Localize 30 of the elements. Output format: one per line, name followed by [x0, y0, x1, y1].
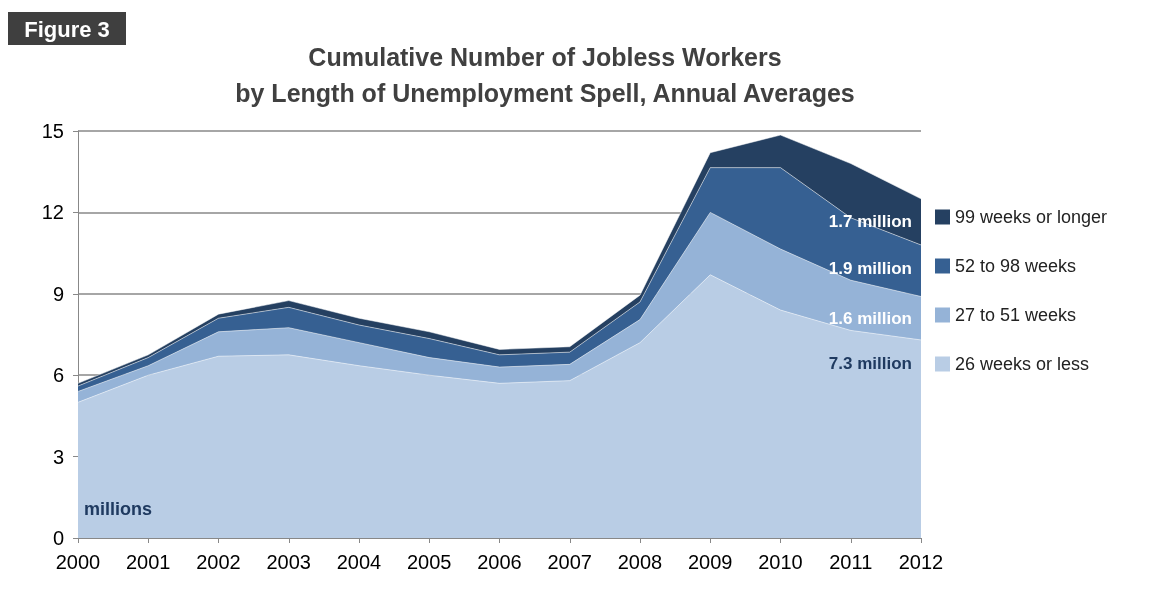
- data-label: 1.6 million: [828, 308, 912, 328]
- x-tick-label: 2010: [758, 551, 803, 573]
- data-label: 1.9 million: [828, 259, 912, 279]
- x-tick-label: 2012: [898, 551, 944, 573]
- legend-label: 27 to 51 weeks: [955, 305, 1077, 325]
- y-tick-label: 15: [41, 120, 64, 142]
- data-label: 1.7 million: [828, 212, 912, 232]
- x-tick-label: 2006: [477, 551, 522, 573]
- y-tick-label: 0: [52, 527, 64, 549]
- x-tick-label: 2004: [336, 551, 382, 573]
- annotation: millions: [84, 499, 153, 519]
- chart-title: Cumulative Number of Jobless Workers by Length of Unemployment Spell, Annual Averages: [235, 43, 855, 107]
- x-tick-label: 2005: [407, 551, 452, 573]
- y-tick-label: 6: [52, 364, 64, 387]
- caption: Figure 3: [24, 16, 110, 42]
- x-tick-label: 2001: [126, 551, 171, 573]
- x-tick-label: 2000: [55, 551, 101, 573]
- x-tick-label: 2011: [829, 551, 873, 573]
- x-tick-label: 2008: [617, 551, 663, 573]
- x-tick-label: 2003: [266, 551, 311, 573]
- x-tick-label: 2002: [196, 551, 241, 573]
- legend-label: 26 weeks or less: [955, 354, 1090, 374]
- x-tick-label: 2007: [547, 551, 592, 573]
- data-label: 7.3 million: [828, 354, 912, 374]
- legend-label: 52 to 98 weeks: [955, 256, 1077, 276]
- y-tick-label: 12: [41, 201, 64, 224]
- y-tick-label: 9: [52, 282, 64, 305]
- y-tick-label: 3: [52, 445, 64, 468]
- x-tick-label: 2009: [688, 551, 733, 573]
- legend-label: 99 weeks or longer: [955, 207, 1108, 227]
